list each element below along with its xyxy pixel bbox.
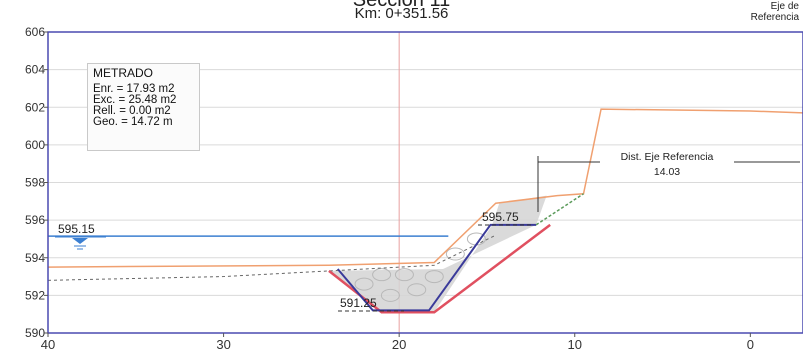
x-tick-label: 20: [392, 337, 406, 352]
y-tick-label: 590: [25, 326, 45, 340]
riprap-stone: [445, 247, 465, 261]
reference-axis-label-line1: Eje de: [770, 1, 799, 12]
series-terrain: [47, 108, 803, 268]
reference-axis-label-line2: Referencia: [750, 12, 799, 23]
metrado-line-enr: Enr. = 17.93 m2: [93, 83, 175, 95]
series-riprap: [336, 223, 537, 312]
km-label: Km: 0+351.56: [354, 5, 449, 22]
y-tick-label: 594: [25, 251, 45, 265]
riprap-stone: [372, 268, 392, 282]
riprap-stone: [394, 268, 414, 282]
y-tick-label: 602: [25, 100, 45, 114]
series-lines: [47, 108, 803, 314]
y-tick-label: 600: [25, 138, 45, 152]
water-level-label: 595.15: [58, 222, 95, 236]
section-title: Sección 11: [352, 0, 451, 11]
x-tick-label: 30: [216, 337, 230, 352]
metrado-line-geo: Geo. = 14.72 m: [93, 116, 173, 128]
metrado-line-exc: Exc. = 25.48 m2: [93, 94, 177, 106]
y-tick-label: 606: [25, 25, 45, 39]
riprap-stone: [354, 277, 374, 291]
tick-labels: 590 592 594 596 598 600 602 604 606 40 30 20 10 0: [25, 25, 754, 352]
x-tick-label: 40: [41, 337, 55, 352]
y-tick-label: 598: [25, 176, 45, 190]
reference-axis-label: Eje de Referencia: [751, 1, 799, 23]
metrado-heading: METRADO: [93, 66, 153, 80]
series-upper-slope: [535, 193, 584, 226]
series-original-ground: [47, 234, 496, 281]
riprap-stone: [424, 270, 444, 284]
annotations: 595.15 595.75 591.25 Dist. Eje Referenci…: [55, 151, 800, 312]
dist-reference-value: 14.03: [654, 166, 680, 178]
y-tick-label: 592: [25, 288, 45, 302]
metrado-line-rell: Rell. = 0.00 m2: [93, 105, 171, 117]
series-excavation: [328, 223, 551, 314]
y-tick-label: 596: [25, 213, 45, 227]
bottom-elevation-label: 591.25: [340, 296, 377, 310]
riprap-stone: [407, 283, 427, 297]
x-tick-label: 0: [747, 337, 754, 352]
riprap-stone: [380, 288, 400, 302]
y-tick-label: 604: [25, 63, 45, 77]
dist-reference-label: Dist. Eje Referencia: [621, 151, 714, 163]
x-tick-label: 10: [568, 337, 582, 352]
metrado-box: METRADO Enr. = 17.93 m2 Exc. = 25.48 m2 …: [87, 63, 200, 151]
top-elevation-label: 595.75: [482, 210, 519, 224]
water-level-marker-icon: [72, 238, 88, 244]
